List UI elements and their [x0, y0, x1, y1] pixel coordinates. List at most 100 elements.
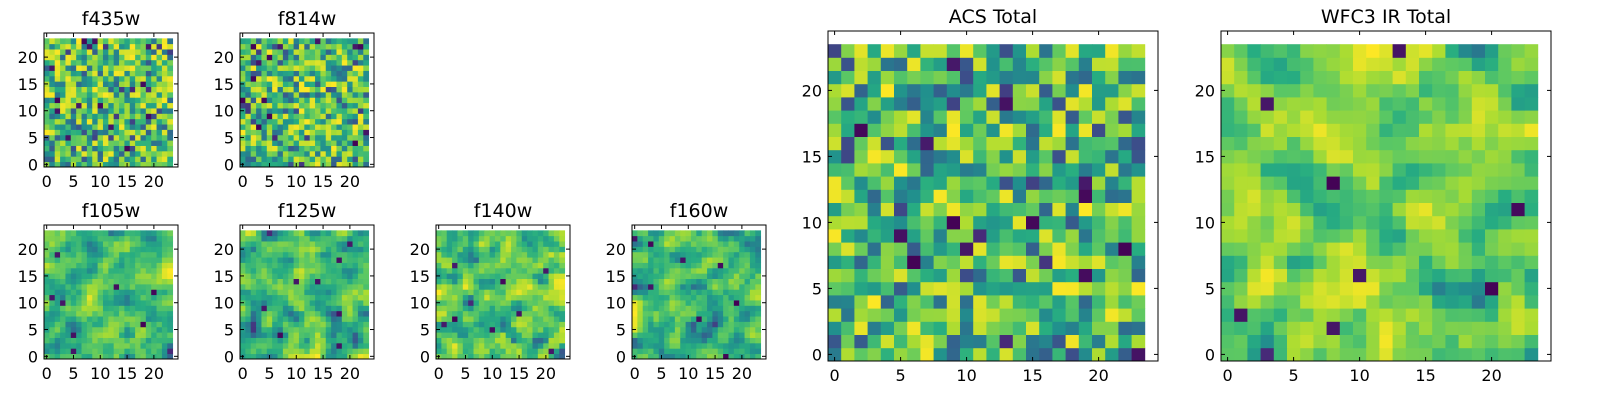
heatmap-cell: [293, 294, 300, 301]
heatmap-cell: [288, 113, 294, 120]
heatmap-cell: [452, 273, 458, 279]
heatmap-cell: [331, 161, 337, 168]
heatmap-cell: [537, 332, 544, 338]
heatmap-cell: [1039, 83, 1053, 98]
heatmap-cell: [548, 326, 555, 333]
heatmap-cell: [1012, 229, 1027, 243]
heatmap-cell: [140, 246, 147, 253]
heatmap-cell: [293, 49, 300, 55]
heatmap-cell: [986, 268, 1000, 283]
heatmap-cell: [293, 326, 300, 333]
heatmap-cell: [309, 86, 316, 93]
heatmap-cell: [315, 289, 321, 296]
heatmap-cell: [288, 81, 294, 87]
heatmap-cell: [49, 81, 56, 87]
heatmap-cell: [341, 348, 348, 355]
heatmap-cell: [1379, 110, 1393, 124]
heatmap-cell: [341, 150, 348, 157]
heatmap-cell: [674, 310, 681, 317]
heatmap-cell: [363, 289, 370, 296]
heatmap-cell: [315, 43, 321, 50]
heatmap-cell: [272, 235, 278, 242]
heatmap-cell: [145, 43, 152, 50]
heatmap-cell: [140, 326, 147, 333]
heatmap-cell: [511, 337, 517, 344]
heatmap-cell: [543, 278, 549, 285]
heatmap-cell: [1366, 321, 1380, 335]
heatmap-cell: [1366, 347, 1380, 362]
heatmap-cell: [717, 273, 724, 279]
heatmap-cell: [54, 129, 61, 136]
heatmap-cell: [690, 251, 697, 258]
heatmap-cell: [347, 230, 353, 237]
heatmap-cell: [690, 283, 697, 290]
heatmap-cell: [642, 316, 649, 322]
heatmap-cell: [690, 230, 697, 237]
heatmap-cell: [712, 230, 719, 237]
heatmap-cell: [320, 134, 327, 141]
heatmap-cell: [256, 305, 262, 312]
heatmap-cell: [140, 348, 147, 355]
heatmap-cell: [156, 81, 163, 87]
heatmap-cell: [54, 230, 61, 237]
heatmap-cell: [511, 310, 517, 317]
heatmap-cell: [632, 251, 638, 258]
heatmap-cell: [739, 332, 745, 338]
heatmap-cell: [113, 129, 120, 136]
heatmap-cell: [1221, 136, 1235, 151]
heatmap-cell: [288, 54, 294, 61]
heatmap-cell: [315, 91, 321, 98]
heatmap-cell: [341, 134, 348, 141]
heatmap-cell: [946, 123, 961, 137]
heatmap-cell: [298, 145, 305, 152]
heatmap-cell: [653, 300, 660, 306]
heatmap-cell: [76, 70, 82, 77]
heatmap-cell: [527, 273, 533, 279]
heatmap-cell: [352, 267, 359, 274]
heatmap-cell: [1092, 110, 1106, 124]
heatmap-cell: [272, 273, 278, 279]
heatmap-cell: [49, 289, 56, 296]
heatmap-cell: [664, 241, 670, 247]
heatmap-cell: [108, 145, 115, 152]
heatmap-cell: [690, 267, 697, 274]
heatmap-cell: [60, 353, 66, 360]
heatmap-cell: [527, 326, 533, 333]
heatmap-cell: [65, 70, 72, 77]
heatmap-cell: [973, 242, 987, 256]
heatmap-cell: [1498, 215, 1512, 230]
heatmap-cell: [1287, 189, 1301, 203]
heatmap-cell: [145, 278, 152, 285]
heatmap-cell: [156, 49, 163, 55]
heatmap-cell: [559, 251, 566, 258]
heatmap-cell: [70, 246, 77, 253]
heatmap-cell: [357, 156, 364, 163]
heatmap-cell: [331, 70, 337, 77]
heatmap-cell: [70, 273, 77, 279]
heatmap-cell: [907, 149, 921, 164]
heatmap-cell: [113, 267, 120, 274]
heatmap-cell: [92, 150, 98, 157]
heatmap-cell: [436, 305, 442, 312]
heatmap-cell: [357, 289, 364, 296]
heatmap-cell: [70, 230, 77, 237]
heatmap-cell: [1065, 295, 1080, 309]
heatmap-cell: [151, 230, 157, 237]
heatmap-cell: [293, 262, 300, 269]
heatmap-cell: [282, 241, 289, 247]
heatmap-cell: [97, 59, 104, 66]
heatmap-cell: [44, 102, 50, 109]
heatmap-cell: [920, 189, 934, 203]
heatmap-cell: [135, 108, 141, 114]
heatmap-cell: [119, 145, 125, 152]
heatmap-cell: [473, 294, 480, 301]
heatmap-cell: [441, 294, 448, 301]
heatmap-cell: [341, 70, 348, 77]
heatmap-cell: [1131, 281, 1146, 296]
heatmap-cell: [320, 129, 327, 136]
heatmap-cell: [81, 230, 88, 237]
heatmap-cell: [484, 337, 490, 344]
heatmap-cell: [245, 108, 252, 114]
heatmap-cell: [70, 129, 77, 136]
heatmap-cell: [250, 257, 257, 263]
